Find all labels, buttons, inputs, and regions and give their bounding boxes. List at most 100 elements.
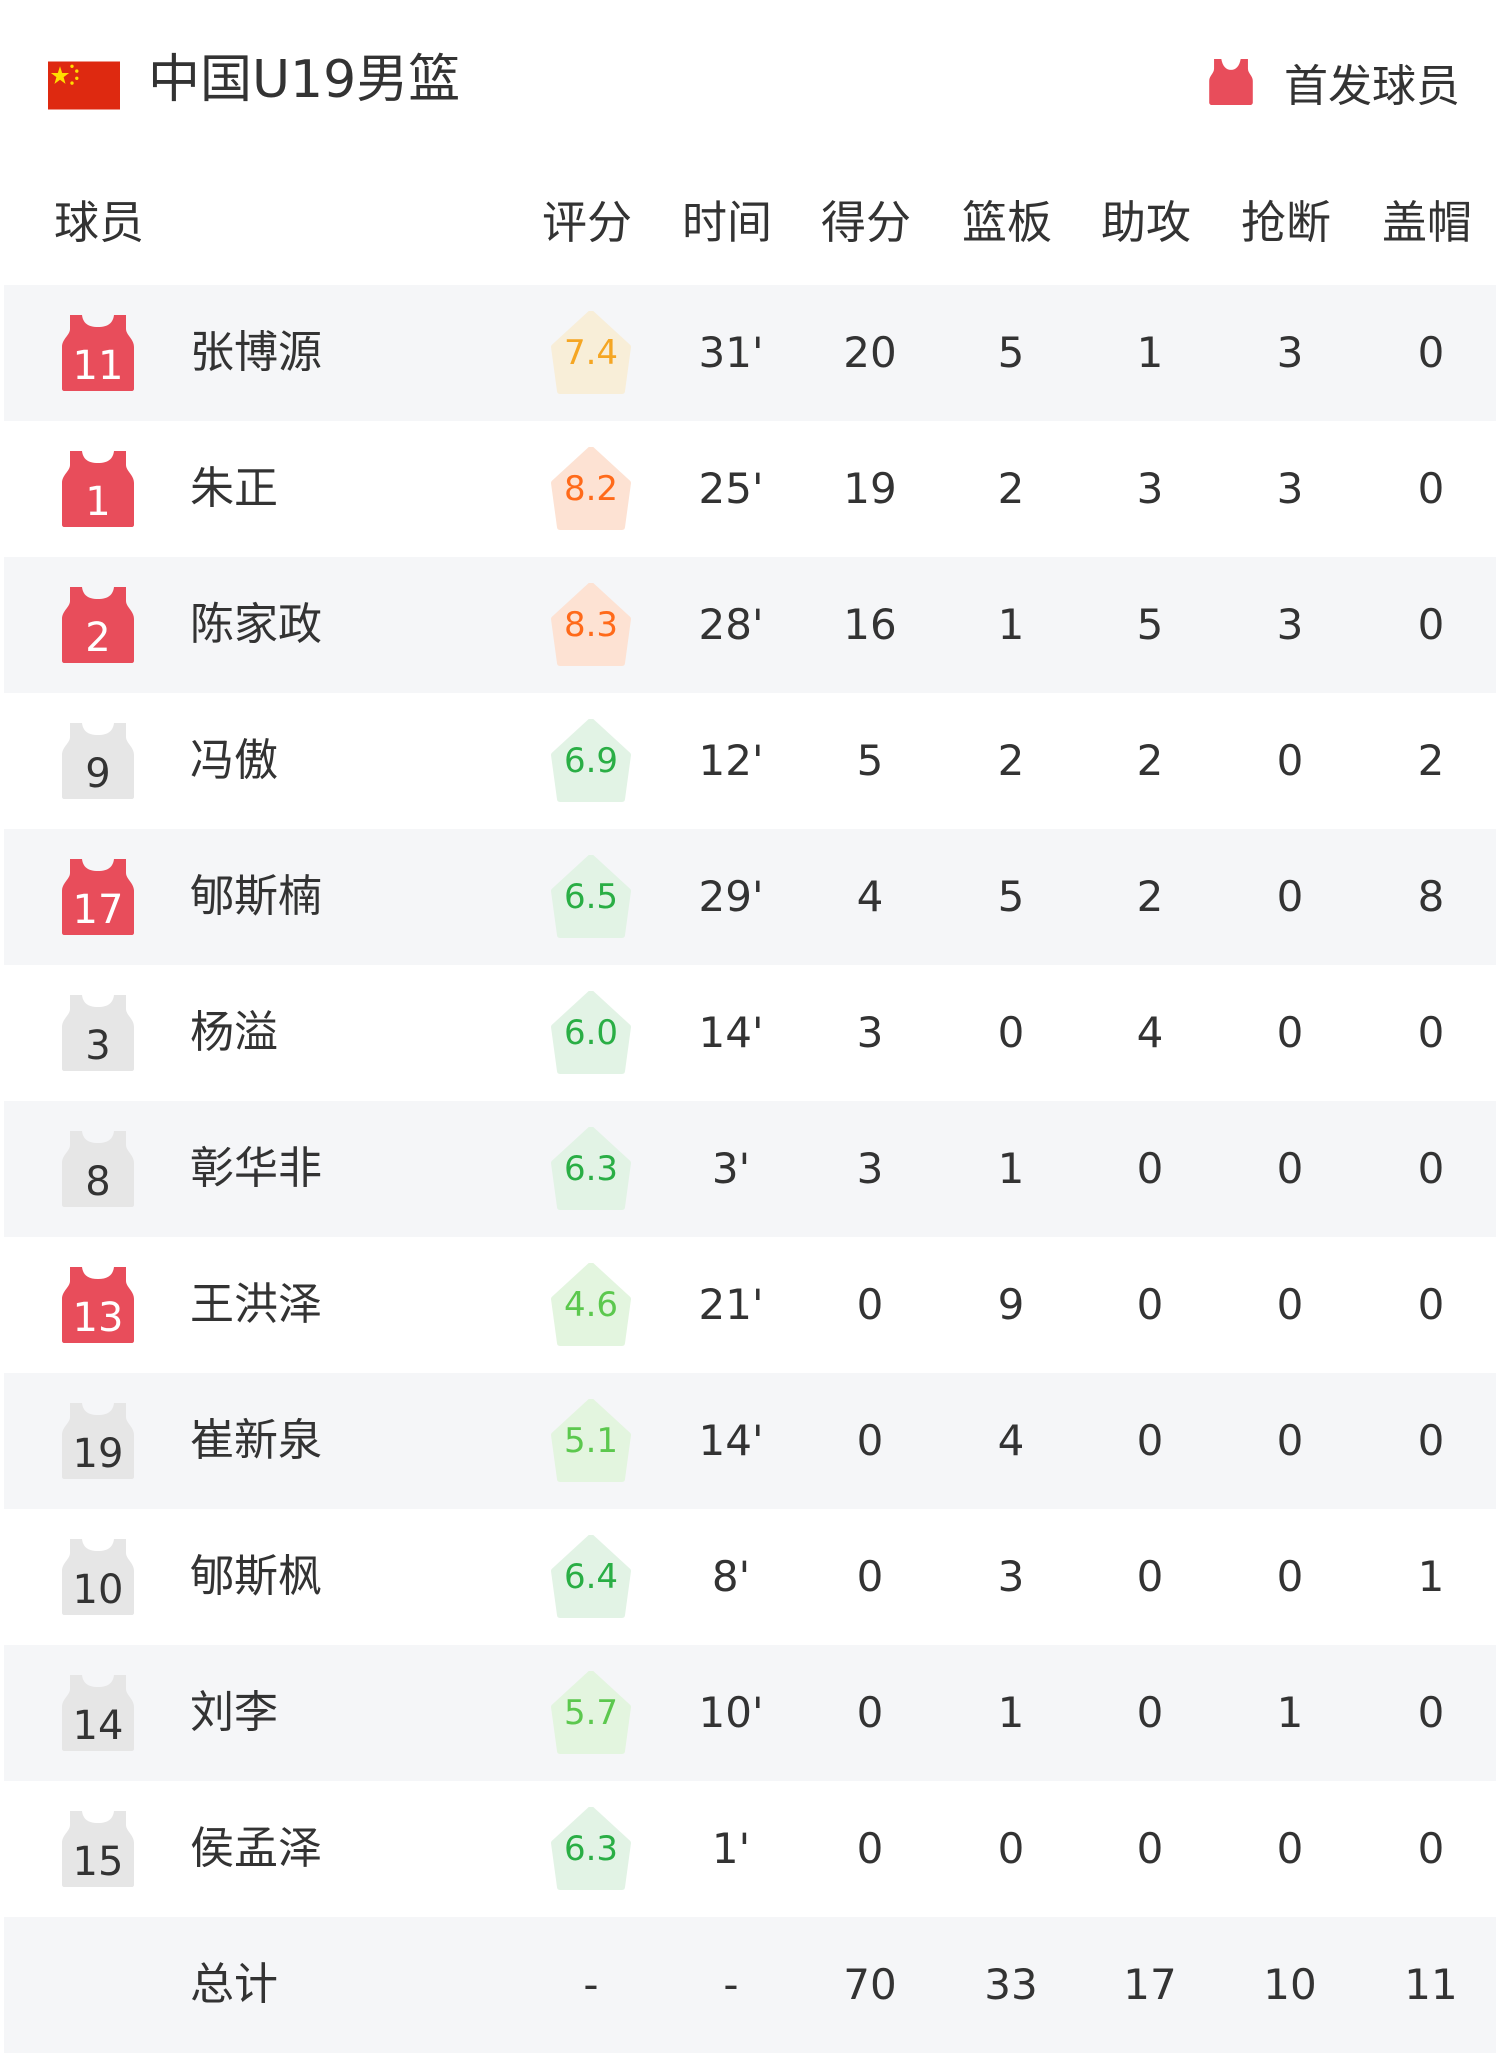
jersey-number: 11	[72, 343, 124, 389]
stat-pts: 0	[856, 1416, 884, 1465]
column-header-blocks[interactable]: 盖帽	[1381, 196, 1472, 249]
rating-badge: 6.3	[550, 1807, 632, 1891]
player-name[interactable]: 郇斯楠	[190, 871, 322, 922]
rating-badge: 5.7	[550, 1671, 632, 1755]
stat-stl: 0	[1276, 1824, 1304, 1873]
stat-ast: 0	[1136, 1824, 1164, 1873]
jersey-number-badge: 19	[62, 1403, 134, 1479]
player-row[interactable]: 10 郇斯枫 6.4 8' 0 3 0 0 1	[4, 1509, 1496, 1645]
rating-pentagon-icon	[551, 447, 631, 530]
stat-blk: 0	[1417, 1416, 1445, 1465]
player-row[interactable]: 9 冯傲 6.9 12' 5 2 2 0 2	[4, 693, 1496, 829]
player-name[interactable]: 侯孟泽	[190, 1823, 322, 1874]
jersey-number: 3	[85, 1023, 111, 1069]
player-name[interactable]: 朱正	[190, 463, 278, 514]
rating-badge: 8.2	[550, 447, 632, 531]
player-row[interactable]: 15 侯孟泽 6.3 1' 0 0 0 0 0	[4, 1781, 1496, 1917]
stat-stl: 10	[1263, 1960, 1317, 2009]
player-row[interactable]: 3 杨溢 6.0 14' 3 0 4 0 0	[4, 965, 1496, 1101]
stat-time: 12'	[698, 736, 764, 785]
rating-value: 5.1	[563, 1421, 619, 1461]
player-row[interactable]: 8 彰华非 6.3 3' 3 1 0 0 0	[4, 1101, 1496, 1237]
stat-reb: 3	[997, 1552, 1025, 1601]
stat-stl: 3	[1276, 600, 1304, 649]
jersey-number-badge: 17	[62, 859, 134, 935]
stat-pts: 4	[856, 872, 884, 921]
player-name[interactable]: 崔新泉	[190, 1415, 322, 1466]
stat-ast: 0	[1136, 1552, 1164, 1601]
stat-blk: 1	[1417, 1552, 1445, 1601]
stat-time: -	[723, 1960, 739, 2009]
player-name[interactable]: 刘李	[190, 1687, 278, 1738]
jersey-number: 8	[85, 1159, 111, 1205]
stat-pts: 0	[856, 1552, 884, 1601]
jersey-icon	[62, 1131, 134, 1207]
stat-time: 21'	[698, 1280, 764, 1329]
stat-time: 14'	[698, 1008, 764, 1057]
stat-reb: 9	[997, 1280, 1025, 1329]
stat-ast: 2	[1136, 872, 1164, 921]
rating-pentagon-icon	[551, 1263, 631, 1346]
player-name[interactable]: 杨溢	[190, 1007, 278, 1058]
jersey-icon	[62, 1267, 134, 1343]
rating-pentagon-icon	[551, 855, 631, 938]
column-header-points[interactable]: 得分	[820, 196, 911, 249]
column-header-steals[interactable]: 抢断	[1240, 196, 1331, 249]
column-header-assists[interactable]: 助攻	[1100, 196, 1191, 249]
column-header-rating[interactable]: 评分	[541, 196, 632, 249]
player-name[interactable]: 张博源	[190, 327, 322, 378]
stat-time: 10'	[698, 1688, 764, 1737]
rating-badge: 5.1	[550, 1399, 632, 1483]
stat-stl: 0	[1276, 1552, 1304, 1601]
player-row[interactable]: 11 张博源 7.4 31' 20 5 1 3 0	[4, 285, 1496, 421]
stat-stl: 0	[1276, 1416, 1304, 1465]
stat-time: 25'	[698, 464, 764, 513]
jersey-number: 2	[85, 615, 111, 661]
jersey-number: 9	[85, 751, 111, 797]
stat-ast: 0	[1136, 1280, 1164, 1329]
jersey-icon	[62, 723, 134, 799]
stat-stl: 0	[1276, 872, 1304, 921]
rating-value: 6.5	[563, 877, 619, 917]
stat-blk: 0	[1417, 600, 1445, 649]
stat-blk: 8	[1417, 872, 1445, 921]
rating-badge: 6.0	[550, 991, 632, 1075]
rating-pentagon-icon	[551, 719, 631, 802]
total-row: 总计 - - 70 33 17 10 11	[4, 1917, 1496, 2053]
stat-blk: 2	[1417, 736, 1445, 785]
stat-ast: 5	[1136, 600, 1164, 649]
stat-ast: 0	[1136, 1416, 1164, 1465]
stat-blk: 0	[1417, 464, 1445, 513]
column-header-player[interactable]: 球员	[54, 196, 145, 249]
stat-blk: 0	[1417, 1144, 1445, 1193]
team-header: 中国U19男篮 首发球员	[0, 0, 1500, 165]
stat-reb: 5	[997, 328, 1025, 377]
player-row[interactable]: 14 刘李 5.7 10' 0 1 0 1 0	[4, 1645, 1496, 1781]
rating-badge: -	[550, 1943, 632, 2027]
stat-ast: 2	[1136, 736, 1164, 785]
player-row[interactable]: 2 陈家政 8.3 28' 16 1 5 3 0	[4, 557, 1496, 693]
stat-stl: 1	[1276, 1688, 1304, 1737]
jersey-icon	[62, 1403, 134, 1479]
column-header-rebounds[interactable]: 篮板	[961, 196, 1052, 249]
player-name[interactable]: 冯傲	[190, 735, 278, 786]
jersey-icon	[62, 587, 134, 663]
player-name[interactable]: 彰华非	[190, 1143, 322, 1194]
rating-value: 6.9	[563, 741, 619, 781]
player-row[interactable]: 1 朱正 8.2 25' 19 2 3 3 0	[4, 421, 1496, 557]
player-name[interactable]: 王洪泽	[190, 1279, 322, 1330]
player-name[interactable]: 郇斯枫	[190, 1551, 322, 1602]
player-row[interactable]: 17 郇斯楠 6.5 29' 4 5 2 0 8	[4, 829, 1496, 965]
column-headers: 球员 评分 时间 得分 篮板 助攻 抢断 盖帽	[0, 190, 1500, 256]
stat-reb: 1	[997, 600, 1025, 649]
rating-badge: 8.3	[550, 583, 632, 667]
jersey-icon	[62, 451, 134, 527]
player-row[interactable]: 13 王洪泽 4.6 21' 0 9 0 0 0	[4, 1237, 1496, 1373]
player-name[interactable]: 陈家政	[190, 599, 322, 650]
jersey-icon	[1209, 59, 1253, 105]
rating-badge: 6.4	[550, 1535, 632, 1619]
jersey-number: 15	[72, 1839, 124, 1885]
player-row[interactable]: 19 崔新泉 5.1 14' 0 4 0 0 0	[4, 1373, 1496, 1509]
stat-blk: 11	[1404, 1960, 1458, 2009]
column-header-time[interactable]: 时间	[681, 196, 772, 249]
